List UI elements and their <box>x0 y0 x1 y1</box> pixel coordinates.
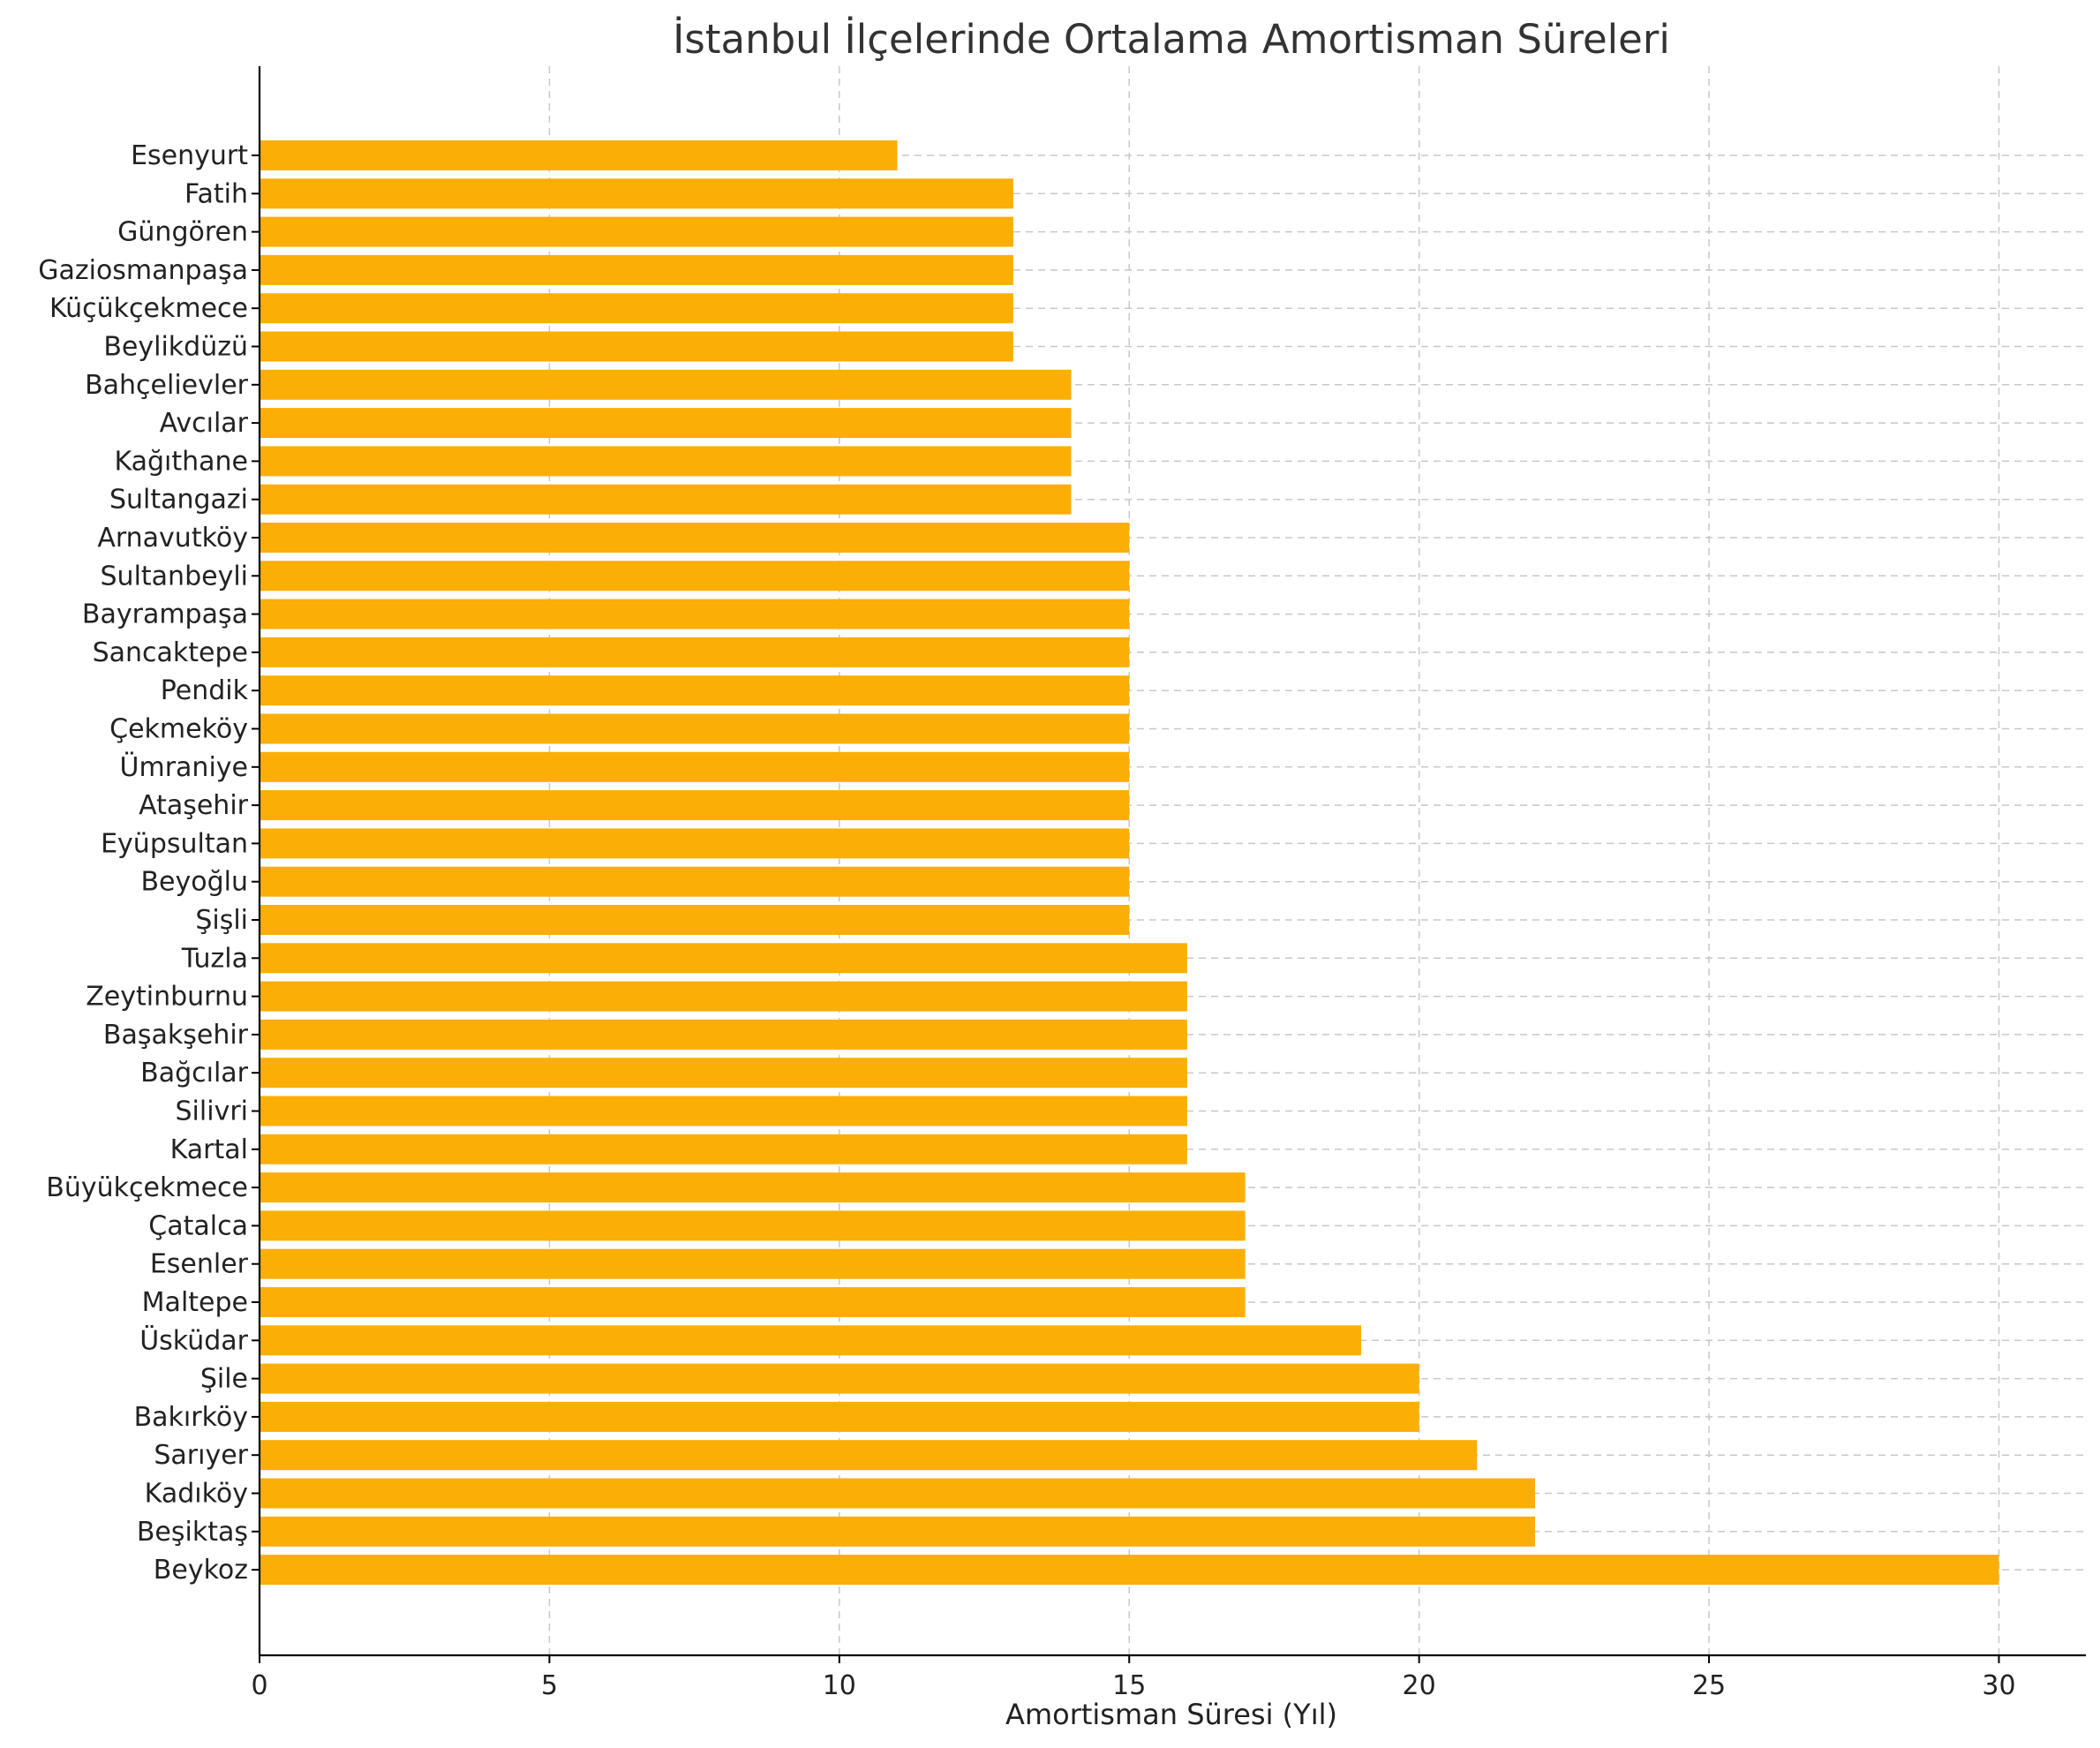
y-tick-label: Çatalca <box>148 1210 248 1241</box>
bar <box>260 1325 1361 1356</box>
bar <box>260 561 1130 591</box>
y-tick-label: Silivri <box>176 1096 248 1127</box>
y-tick-label: Beyoğlu <box>140 867 248 898</box>
bar <box>260 1478 1536 1509</box>
bar <box>260 1401 1419 1432</box>
bar <box>260 1287 1246 1317</box>
bar <box>260 599 1130 629</box>
bar <box>260 1210 1246 1241</box>
bar <box>260 1555 1999 1586</box>
x-tick-label: 15 <box>1112 1670 1146 1701</box>
y-tick-label: Maltepe <box>142 1287 248 1318</box>
chart-title: İstanbul İlçelerinde Ortalama Amortisman… <box>673 16 1670 63</box>
y-tick-label: Gaziosmanpaşa <box>38 255 248 286</box>
y-tick-label: Avcılar <box>160 408 249 439</box>
bar <box>260 1058 1187 1089</box>
y-tick-label: Bayrampaşa <box>82 599 248 630</box>
y-tick-label: Üsküdar <box>139 1324 248 1356</box>
y-tick-label: Şile <box>200 1364 248 1395</box>
bar <box>260 369 1072 400</box>
bar <box>260 254 1013 285</box>
y-tick-label: Şişli <box>195 905 248 936</box>
x-tick-label: 10 <box>823 1670 856 1701</box>
bar <box>260 178 1013 209</box>
axes <box>252 66 2086 1663</box>
bar <box>260 790 1130 821</box>
grid-lines <box>259 66 2086 1655</box>
y-tick-label: Sultangazi <box>109 485 248 516</box>
bar <box>260 293 1013 324</box>
bar <box>260 1363 1419 1394</box>
y-tick-labels: Esenyurt Fatih Güngören Gaziosmanpaşa Küçükç… <box>38 140 248 1586</box>
y-tick-label: Güngören <box>117 217 248 248</box>
y-tick-label: Başakşehir <box>103 1020 249 1051</box>
y-tick-label: Eyüpsultan <box>101 828 248 859</box>
bar <box>260 675 1130 706</box>
bar <box>260 943 1187 974</box>
bar <box>260 408 1072 439</box>
x-tick-label: 0 <box>251 1670 267 1701</box>
y-tick-label: Kartal <box>170 1134 248 1165</box>
bar <box>260 637 1130 667</box>
y-tick-label: Sarıyer <box>154 1440 248 1471</box>
bar <box>260 713 1130 744</box>
bar <box>260 828 1130 859</box>
y-tick-label: Sancaktepe <box>93 637 248 668</box>
bar <box>260 751 1130 782</box>
y-tick-label: Çekmeköy <box>109 714 248 745</box>
bar <box>260 484 1072 515</box>
y-tick-label: Büyükçekmece <box>46 1172 248 1203</box>
y-tick-label: Kadıköy <box>145 1479 248 1510</box>
y-tick-label: Sultanbeyli <box>101 561 248 591</box>
y-tick-label: Bahçelievler <box>85 370 249 401</box>
y-tick-label: Bağcılar <box>140 1058 249 1089</box>
bar <box>260 1172 1246 1203</box>
y-tick-label: Tuzla <box>181 943 248 974</box>
x-tick-labels: 0 5 10 15 20 25 30 <box>251 1670 2015 1701</box>
bar <box>260 1440 1478 1471</box>
y-tick-label: Beylikdüzü <box>103 332 248 363</box>
y-tick-label: Kağıthane <box>114 446 248 477</box>
bar <box>260 981 1187 1012</box>
bar <box>260 1134 1187 1164</box>
x-tick-label: 25 <box>1692 1670 1726 1701</box>
y-tick-label: Pendik <box>161 675 249 706</box>
y-tick-label: Ümraniye <box>120 751 248 783</box>
y-tick-label: Beşiktaş <box>137 1517 248 1548</box>
bar <box>260 1096 1187 1126</box>
y-tick-label: Ataşehir <box>139 790 249 821</box>
bar <box>260 1248 1246 1279</box>
y-tick-label: Küçükçekmece <box>49 293 248 324</box>
y-tick-label: Zeytinburnu <box>86 982 248 1013</box>
bar <box>260 1516 1536 1547</box>
y-tick-label: Fatih <box>184 178 248 209</box>
bar <box>260 331 1013 362</box>
x-tick-label: 5 <box>541 1670 558 1701</box>
y-tick-label: Arnavutköy <box>97 523 248 554</box>
y-tick-label: Bakırköy <box>134 1402 248 1433</box>
bar <box>260 140 898 170</box>
bar <box>260 905 1130 935</box>
y-tick-label: Esenyurt <box>131 140 248 171</box>
bar <box>260 1019 1187 1050</box>
bar <box>260 216 1013 247</box>
bar <box>260 523 1130 553</box>
y-tick-label: Beykoz <box>154 1555 248 1586</box>
bar <box>260 446 1072 477</box>
x-tick-label: 30 <box>1982 1670 2015 1701</box>
x-axis-label: Amortisman Süresi (Yıl) <box>1005 1698 1337 1731</box>
bar <box>260 866 1130 897</box>
y-tick-label: Esenler <box>150 1249 249 1280</box>
x-tick-label: 20 <box>1403 1670 1436 1701</box>
bars <box>260 140 1999 1586</box>
